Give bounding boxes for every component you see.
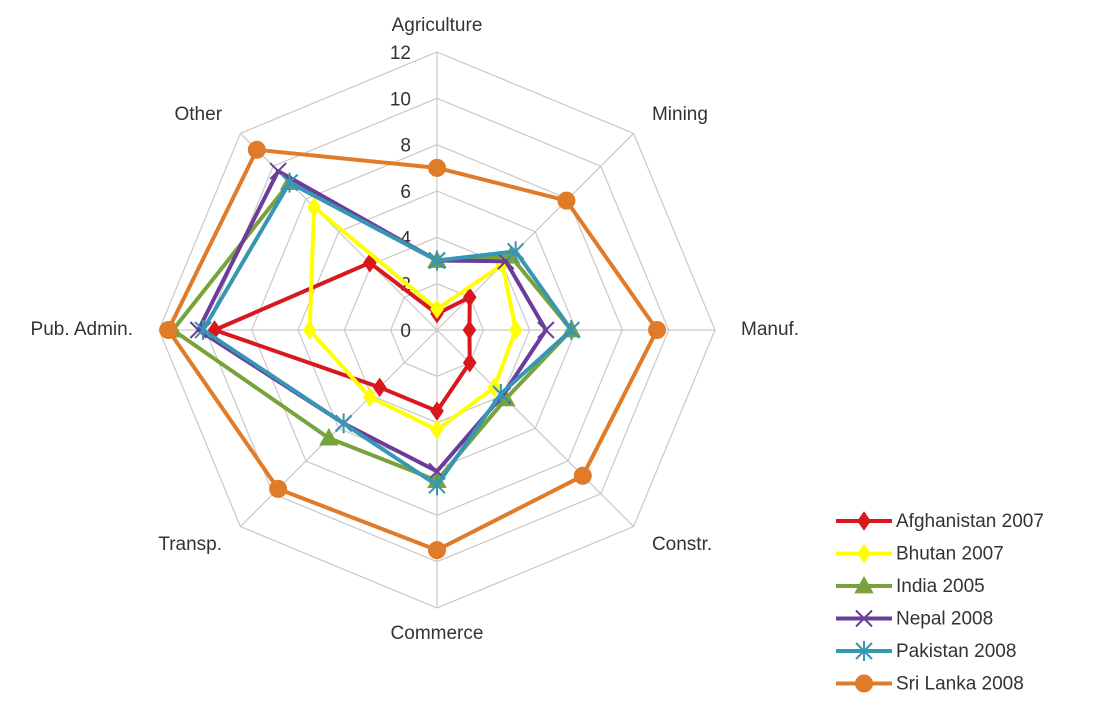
marker	[428, 541, 446, 560]
marker	[462, 287, 477, 307]
legend-label: Nepal 2008	[896, 609, 993, 630]
legend-label: Afghanistan 2007	[896, 511, 1044, 532]
category-label: Pub. Admin.	[31, 319, 133, 340]
category-label: Commerce	[391, 623, 484, 644]
marker	[855, 609, 873, 628]
series-line	[196, 169, 548, 474]
marker	[319, 428, 339, 446]
marker	[363, 387, 377, 407]
marker	[430, 299, 444, 319]
category-label: Constr.	[652, 534, 712, 555]
marker	[562, 320, 581, 340]
legend-label: Bhutan 2007	[896, 544, 1004, 565]
marker	[159, 321, 178, 339]
marker	[372, 377, 387, 398]
marker	[857, 543, 871, 564]
legend-label: India 2005	[896, 576, 985, 597]
marker	[269, 479, 288, 498]
marker	[430, 419, 444, 440]
marker	[428, 250, 446, 271]
marker	[462, 320, 477, 340]
series-line	[166, 147, 660, 553]
marker	[537, 321, 555, 339]
category-label: Agriculture	[392, 15, 483, 36]
marker	[855, 674, 873, 693]
legend-label: Pakistan 2008	[896, 641, 1016, 662]
legend-label: Sri Lanka 2008	[896, 674, 1024, 695]
r-tick-label: 8	[400, 136, 411, 157]
marker	[280, 172, 299, 193]
marker	[428, 158, 446, 177]
marker	[462, 353, 477, 373]
marker	[430, 401, 444, 421]
marker	[557, 191, 576, 210]
category-label: Manuf.	[741, 319, 799, 340]
marker	[302, 320, 317, 340]
marker	[573, 466, 592, 485]
marker	[247, 140, 266, 159]
marker	[492, 383, 510, 404]
category-label: Mining	[652, 104, 708, 125]
marker	[855, 641, 873, 661]
marker	[307, 197, 321, 217]
category-label: Other	[175, 104, 223, 125]
marker	[194, 320, 212, 340]
marker	[334, 413, 353, 434]
marker	[854, 575, 874, 594]
marker	[363, 253, 377, 273]
marker	[857, 511, 871, 531]
r-tick-label: 6	[400, 182, 411, 203]
marker	[508, 320, 523, 340]
r-tick-label: 0	[400, 321, 411, 342]
marker	[648, 321, 667, 339]
marker	[506, 241, 525, 262]
series-line	[307, 205, 518, 432]
r-tick-label: 10	[390, 89, 411, 110]
r-tick-label: 12	[390, 43, 411, 64]
marker	[428, 475, 446, 496]
series-line	[212, 260, 472, 414]
r-tick-label: 4	[400, 228, 411, 249]
category-label: Transp.	[158, 534, 222, 555]
